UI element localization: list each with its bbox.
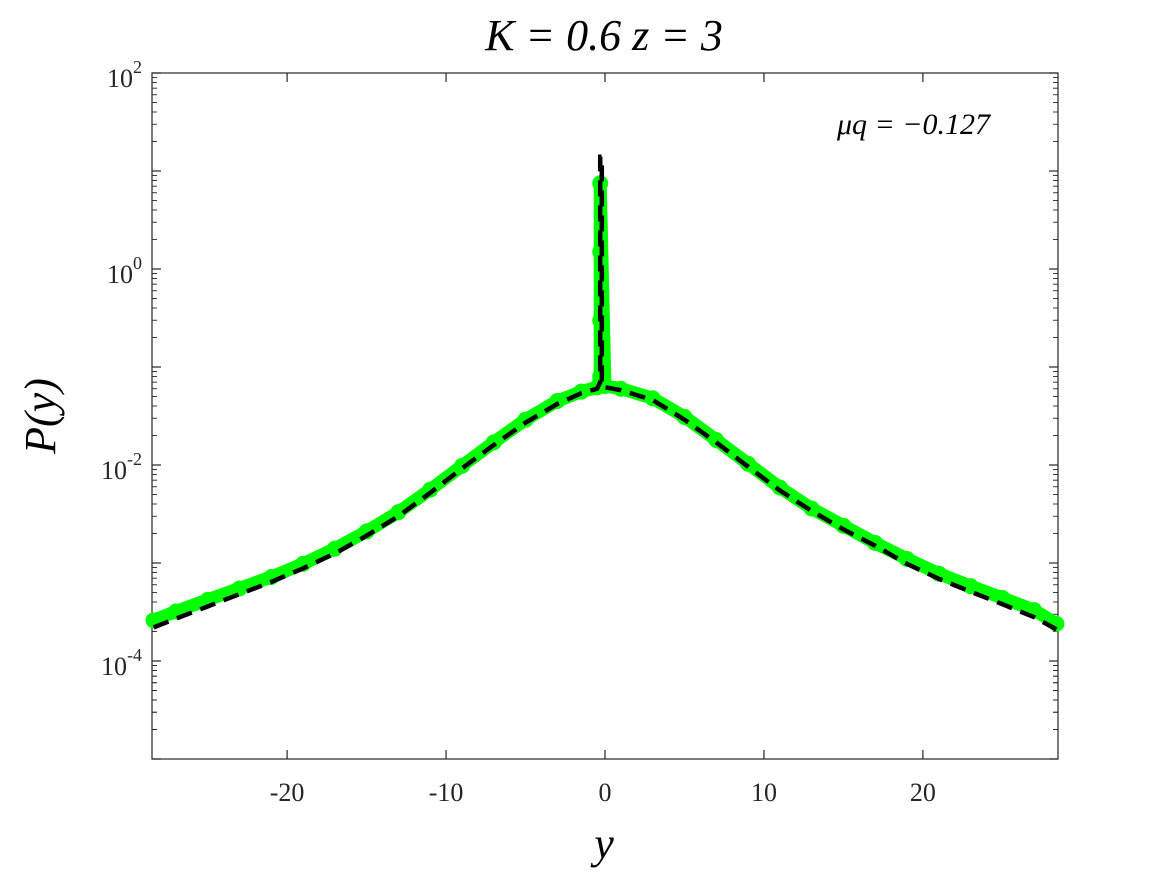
theory-dashed-curve — [152, 154, 1058, 632]
y-tick-label: 10-2 — [101, 449, 142, 485]
x-tick-label: 10 — [751, 778, 777, 807]
y-tick-label: 100 — [107, 253, 142, 289]
plot-area-frame — [151, 72, 1059, 760]
chart-title: K = 0.6 z = 3 — [484, 11, 723, 60]
y-tick-labels: 10-4 10-2 100 102 — [101, 57, 142, 681]
y-axis-label: P(y) — [16, 378, 65, 455]
x-tick-labels: -20 -10 0 10 20 — [270, 778, 936, 807]
simulation-markers — [145, 175, 1065, 632]
major-ticks — [152, 72, 1058, 760]
y-tick-label: 102 — [107, 57, 142, 93]
mu-q-annotation: μq = −0.127 — [836, 108, 992, 141]
x-tick-label: 20 — [910, 778, 936, 807]
x-tick-label: 0 — [599, 778, 612, 807]
y-tick-label: 10-4 — [101, 645, 142, 681]
x-axis-label: y — [590, 819, 614, 868]
x-tick-label: -10 — [429, 778, 464, 807]
theory-curve-path — [152, 154, 1058, 632]
x-tick-label: -20 — [270, 778, 305, 807]
data-band — [147, 176, 1063, 631]
minor-ticks — [152, 77, 1058, 730]
